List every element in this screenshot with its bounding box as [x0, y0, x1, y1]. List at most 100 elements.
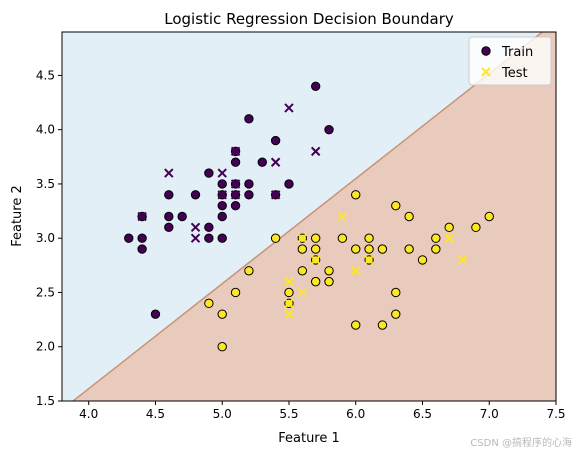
- train-point-class-0: [204, 233, 214, 243]
- train-point-class-1: [324, 266, 334, 276]
- x-axis-label: Feature 1: [278, 431, 340, 446]
- train-point-class-1: [377, 320, 388, 330]
- train-point-class-0: [164, 222, 174, 233]
- y-axis: 1.5 2.0 2.5 3.0 3.5 4.0 4.5: [36, 68, 62, 408]
- train-point-class-0: [284, 179, 294, 189]
- train-point-class-0: [324, 124, 334, 135]
- train-point-class-0: [230, 200, 241, 211]
- train-point-class-1: [217, 309, 227, 319]
- x-axis: 4.0 4.5 5.0 5.5 6.0 6.5 7.0 7.5: [79, 401, 566, 421]
- train-point-class-1: [244, 266, 254, 276]
- region-class-1: [73, 32, 556, 401]
- chart-title: Logistic Regression Decision Boundary: [164, 10, 454, 28]
- train-point-class-0: [190, 190, 201, 200]
- test-point-class-0: [190, 222, 201, 233]
- train-point-class-0: [244, 179, 254, 189]
- x-tick-label: 7.0: [480, 407, 499, 421]
- x-tick-label: 4.5: [146, 407, 165, 421]
- test-point-class-0: [217, 168, 227, 178]
- test-point-class-0: [270, 157, 281, 167]
- train-point-class-0: [270, 135, 281, 146]
- train-point-class-0: [257, 157, 267, 167]
- y-tick-label: 4.0: [36, 123, 55, 137]
- train-point-class-1: [351, 320, 361, 330]
- train-point-class-0: [217, 211, 227, 222]
- test-point-class-1: [284, 276, 294, 287]
- train-point-class-1: [230, 287, 241, 298]
- decision-regions: [62, 32, 556, 401]
- train-point-class-0: [244, 114, 254, 124]
- train-point-class-1: [391, 200, 401, 211]
- train-point-class-1: [310, 276, 321, 287]
- train-point-class-1: [471, 222, 481, 233]
- test-point-class-1: [310, 255, 321, 265]
- train-point-class-1: [364, 244, 374, 254]
- train-point-class-1: [310, 244, 321, 254]
- train-point-class-1: [377, 244, 388, 254]
- train-point-class-1: [217, 342, 227, 352]
- legend-label-test: Test: [501, 66, 528, 81]
- y-tick-label: 2.5: [36, 285, 55, 299]
- train-point-class-0: [150, 309, 161, 319]
- test-point-class-0: [284, 103, 294, 113]
- test-point-class-1: [337, 211, 348, 222]
- test-point-class-0: [217, 190, 227, 200]
- train-point-class-1: [337, 233, 348, 243]
- train-point-class-0: [244, 190, 254, 200]
- y-axis-label: Feature 2: [10, 185, 25, 247]
- train-point-class-1: [204, 298, 214, 309]
- train-point-class-1: [324, 276, 334, 287]
- y-tick-label: 3.0: [36, 231, 55, 245]
- x-tick-label: 6.5: [413, 407, 432, 421]
- test-point-class-1: [457, 255, 468, 265]
- test-point-class-1: [444, 233, 454, 243]
- test-point-class-0: [310, 146, 321, 157]
- train-point-class-0: [230, 157, 241, 167]
- train-point-class-1: [297, 266, 308, 276]
- test-point-class-0: [230, 190, 241, 200]
- data-points: [124, 81, 494, 352]
- watermark: CSDN @搞程序的心海: [470, 438, 572, 449]
- test-point-class-0: [230, 179, 241, 189]
- y-tick-label: 2.0: [36, 340, 55, 354]
- test-point-class-0: [137, 211, 147, 222]
- test-point-class-0: [164, 168, 174, 178]
- y-tick-label: 1.5: [36, 394, 55, 408]
- train-point-class-0: [137, 233, 147, 243]
- train-point-class-1: [431, 244, 441, 254]
- train-point-class-0: [124, 233, 134, 243]
- train-point-class-1: [364, 233, 374, 243]
- y-tick-label: 3.5: [36, 177, 55, 191]
- train-point-class-1: [351, 190, 361, 200]
- train-point-class-1: [404, 244, 414, 254]
- train-point-class-0: [164, 190, 174, 200]
- train-point-class-1: [310, 233, 321, 243]
- x-tick-label: 5.5: [279, 407, 298, 421]
- train-point-class-0: [204, 222, 214, 233]
- train-point-class-0: [217, 200, 227, 211]
- decision-boundary-line: [71, 32, 544, 401]
- train-point-class-1: [391, 309, 401, 319]
- legend-label-train: Train: [501, 45, 533, 60]
- legend-marker-test: [481, 67, 491, 77]
- train-point-class-0: [164, 211, 174, 222]
- train-point-class-0: [204, 168, 214, 178]
- train-point-class-1: [284, 287, 294, 298]
- train-point-class-1: [484, 211, 494, 222]
- train-point-class-1: [404, 211, 414, 222]
- train-point-class-0: [310, 81, 321, 91]
- train-point-class-0: [217, 179, 227, 189]
- legend-marker-train: [481, 46, 491, 56]
- test-point-class-1: [284, 298, 294, 309]
- train-point-class-1: [391, 287, 401, 298]
- plot-frame: [61, 31, 557, 402]
- train-point-class-1: [431, 233, 441, 243]
- plot-area: [61, 31, 557, 402]
- train-point-class-0: [177, 211, 187, 222]
- x-tick-label: 4.0: [79, 407, 98, 421]
- train-point-class-1: [270, 233, 281, 243]
- train-point-class-1: [297, 244, 308, 254]
- test-point-class-1: [297, 233, 308, 243]
- test-point-class-1: [351, 266, 361, 276]
